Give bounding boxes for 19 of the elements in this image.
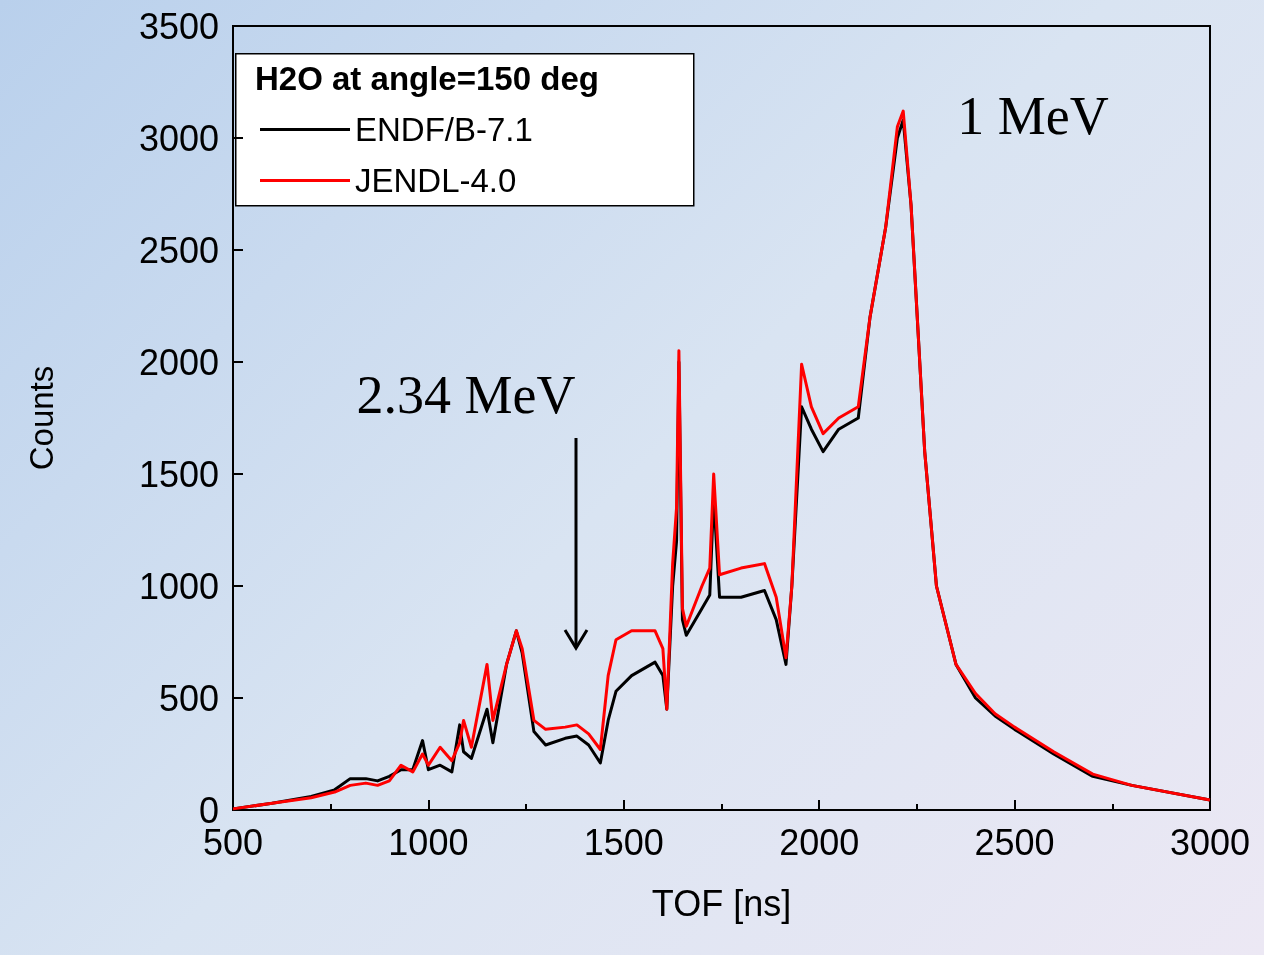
x-tick-label: 2500	[974, 821, 1055, 863]
y-tick-label: 2500	[138, 229, 219, 271]
x-tick-label: 3000	[1169, 821, 1251, 863]
annotation: 1 MeV	[957, 86, 1109, 146]
annotation: 2.34 MeV	[356, 365, 576, 425]
y-tick-label: 3000	[138, 117, 219, 159]
legend-title: H2O at angle=150 deg	[255, 60, 599, 97]
x-tick-label: 2000	[779, 821, 860, 863]
legend-label: JENDL-4.0	[355, 162, 517, 199]
y-axis-title: Counts	[23, 365, 60, 471]
y-tick-label: 1000	[138, 565, 219, 607]
y-tick-label: 3500	[138, 5, 219, 47]
x-axis-title: TOF [ns]	[651, 882, 792, 924]
x-tick-label: 1500	[583, 821, 664, 863]
y-tick-label: 1500	[138, 453, 219, 495]
y-tick-label: 2000	[138, 341, 219, 383]
x-tick-label: 1000	[388, 821, 469, 863]
y-tick-label: 500	[158, 677, 219, 719]
legend-label: ENDF/B-7.1	[355, 111, 533, 148]
